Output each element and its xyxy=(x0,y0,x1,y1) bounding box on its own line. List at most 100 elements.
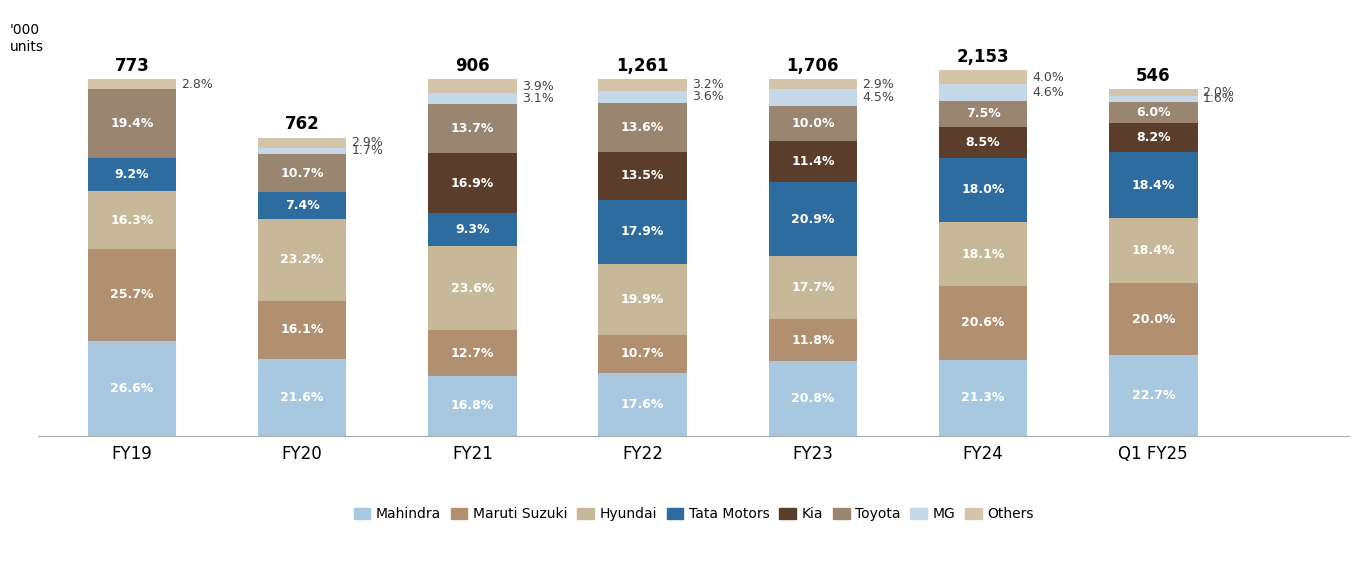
Text: 6.0%: 6.0% xyxy=(1136,106,1170,119)
Text: 26.6%: 26.6% xyxy=(110,382,154,395)
Text: 3.1%: 3.1% xyxy=(522,92,554,105)
Bar xyxy=(428,93,517,104)
Text: 546: 546 xyxy=(1136,67,1170,85)
Bar xyxy=(768,79,857,89)
Bar xyxy=(768,141,857,182)
Text: 11.8%: 11.8% xyxy=(791,334,835,347)
Bar xyxy=(258,154,346,192)
Text: 762: 762 xyxy=(285,115,319,133)
Bar xyxy=(258,192,346,219)
Text: 18.0%: 18.0% xyxy=(962,183,1005,196)
Text: 25.7%: 25.7% xyxy=(110,288,154,302)
Bar xyxy=(1109,284,1198,355)
Bar xyxy=(599,90,687,103)
Bar xyxy=(1109,152,1198,218)
Text: 1.7%: 1.7% xyxy=(352,144,383,158)
Bar xyxy=(428,213,517,246)
Bar xyxy=(87,249,176,341)
Text: 17.6%: 17.6% xyxy=(621,398,664,411)
Legend: Mahindra, Maruti Suzuki, Hyundai, Tata Motors, Kia, Toyota, MG, Others: Mahindra, Maruti Suzuki, Hyundai, Tata M… xyxy=(348,502,1039,527)
Bar xyxy=(258,137,346,148)
Text: 13.6%: 13.6% xyxy=(621,121,664,134)
Bar xyxy=(87,341,176,436)
Bar xyxy=(87,191,176,249)
Text: 13.5%: 13.5% xyxy=(621,169,664,183)
Text: 2,153: 2,153 xyxy=(956,48,1009,66)
Text: 16.3%: 16.3% xyxy=(110,213,154,227)
Bar xyxy=(599,152,687,200)
Text: 7.5%: 7.5% xyxy=(966,107,1000,121)
Bar xyxy=(938,127,1027,158)
Text: 16.8%: 16.8% xyxy=(450,399,494,412)
Bar xyxy=(768,320,857,361)
Bar xyxy=(938,287,1027,360)
Text: 9.3%: 9.3% xyxy=(456,223,490,236)
Bar xyxy=(87,158,176,191)
Text: 10.7%: 10.7% xyxy=(621,347,664,360)
Text: 20.9%: 20.9% xyxy=(791,213,835,226)
Bar xyxy=(599,200,687,264)
Text: 21.3%: 21.3% xyxy=(962,391,1005,404)
Text: 19.9%: 19.9% xyxy=(621,293,664,306)
Bar xyxy=(428,376,517,436)
Text: 4.6%: 4.6% xyxy=(1033,86,1064,99)
Bar xyxy=(1109,123,1198,152)
Text: 9.2%: 9.2% xyxy=(115,168,149,181)
Bar xyxy=(938,70,1027,84)
Bar xyxy=(87,79,176,89)
Text: 23.6%: 23.6% xyxy=(450,282,494,295)
Bar xyxy=(258,148,346,154)
Bar xyxy=(428,331,517,376)
Text: 1,706: 1,706 xyxy=(787,57,839,75)
Bar xyxy=(599,264,687,335)
Text: 20.0%: 20.0% xyxy=(1132,313,1174,325)
Bar xyxy=(599,335,687,373)
Text: 773: 773 xyxy=(115,57,150,75)
Text: 2.9%: 2.9% xyxy=(352,136,383,149)
Text: 10.0%: 10.0% xyxy=(791,117,835,130)
Bar xyxy=(768,89,857,106)
Text: 3.6%: 3.6% xyxy=(692,90,724,103)
Text: 21.6%: 21.6% xyxy=(281,390,323,404)
Text: 18.1%: 18.1% xyxy=(962,248,1005,260)
Text: 3.2%: 3.2% xyxy=(692,78,724,92)
Bar xyxy=(768,256,857,320)
Bar xyxy=(599,103,687,152)
Bar xyxy=(938,360,1027,436)
Text: 16.1%: 16.1% xyxy=(281,324,323,336)
Bar xyxy=(1109,89,1198,96)
Bar xyxy=(938,100,1027,127)
Text: 19.4%: 19.4% xyxy=(110,117,154,130)
Text: 20.8%: 20.8% xyxy=(791,392,835,405)
Bar xyxy=(938,84,1027,100)
Bar xyxy=(428,246,517,331)
Text: 1,261: 1,261 xyxy=(617,57,668,75)
Text: 4.5%: 4.5% xyxy=(862,91,893,104)
Text: 2.9%: 2.9% xyxy=(862,78,893,91)
Text: 7.4%: 7.4% xyxy=(285,199,319,212)
Text: 17.7%: 17.7% xyxy=(791,281,835,295)
Bar xyxy=(768,106,857,141)
Text: 18.4%: 18.4% xyxy=(1132,244,1174,257)
Text: 4.0%: 4.0% xyxy=(1033,71,1064,84)
Text: 10.7%: 10.7% xyxy=(281,166,323,180)
Bar xyxy=(599,373,687,436)
Bar xyxy=(87,89,176,158)
Text: 8.2%: 8.2% xyxy=(1136,131,1170,144)
Bar xyxy=(1109,96,1198,101)
Bar xyxy=(599,79,687,90)
Bar xyxy=(768,182,857,256)
Text: 23.2%: 23.2% xyxy=(281,253,323,266)
Bar xyxy=(258,301,346,358)
Bar xyxy=(1109,102,1198,123)
Bar xyxy=(1109,355,1198,436)
Text: 17.9%: 17.9% xyxy=(621,226,664,238)
Bar xyxy=(258,219,346,301)
Bar xyxy=(768,361,857,436)
Text: '000
units: '000 units xyxy=(10,23,44,53)
Text: 11.4%: 11.4% xyxy=(791,155,835,168)
Bar xyxy=(938,158,1027,222)
Bar xyxy=(258,358,346,436)
Text: 22.7%: 22.7% xyxy=(1132,389,1174,402)
Bar xyxy=(1109,218,1198,284)
